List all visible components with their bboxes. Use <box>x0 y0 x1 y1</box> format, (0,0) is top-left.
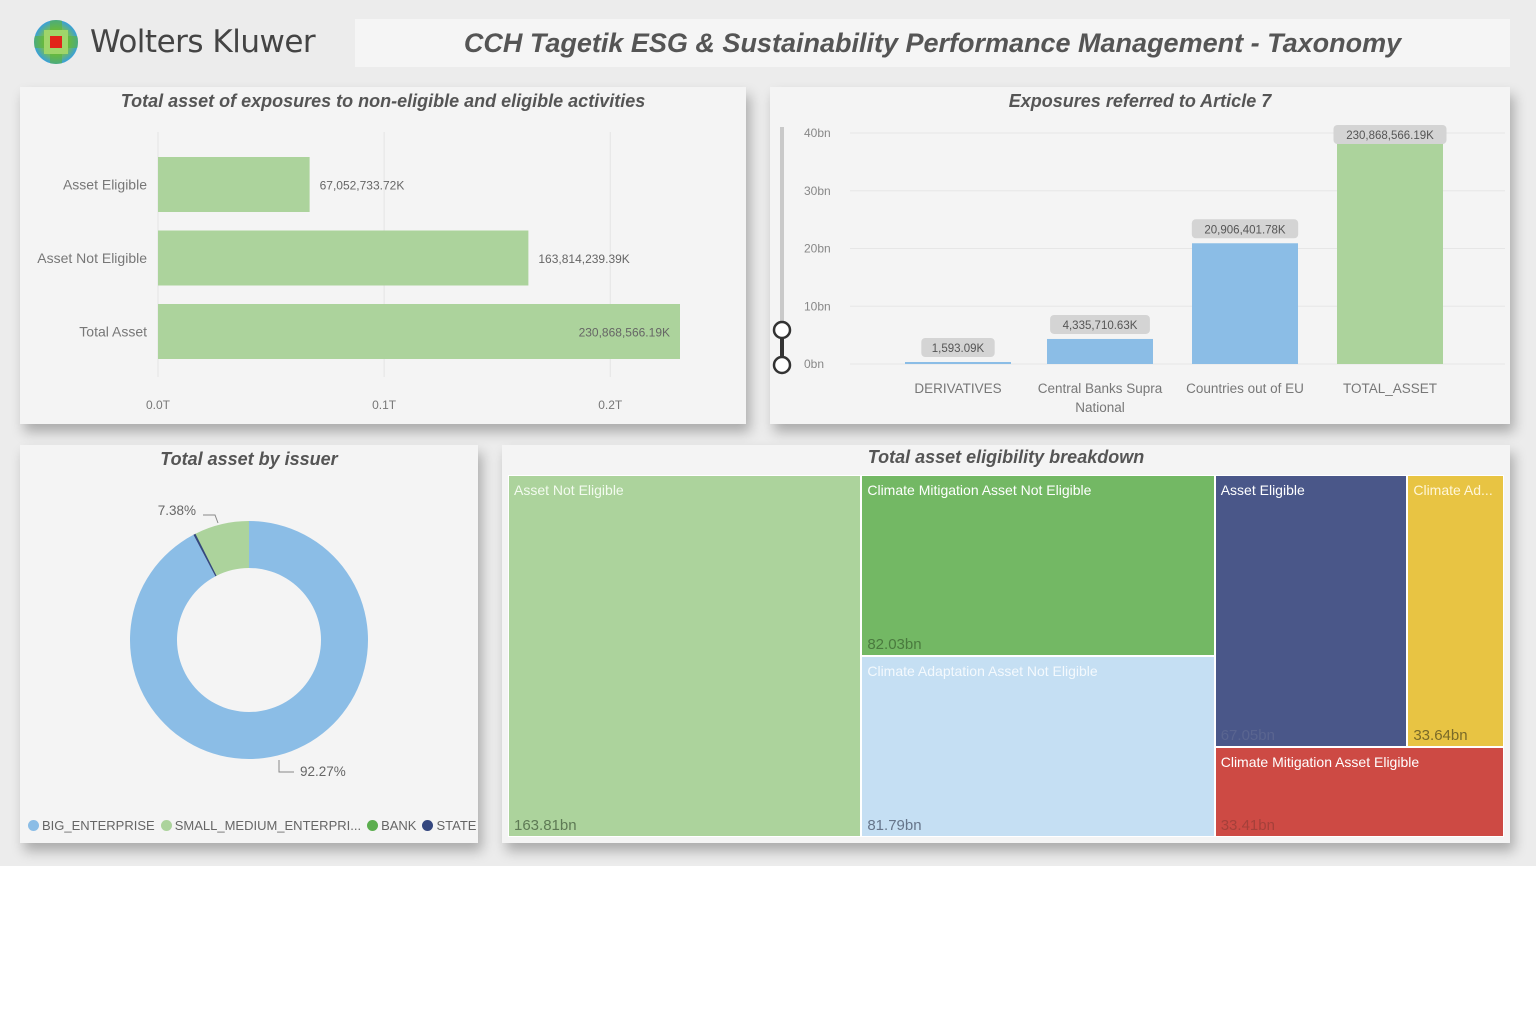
slice-label: 7.38% <box>158 503 196 518</box>
treemap-tile-value: 82.03bn <box>867 636 922 654</box>
legend-item[interactable]: BANK <box>367 818 416 833</box>
data-label-background <box>1050 314 1150 334</box>
treemap-tile[interactable]: Climate Mitigation Asset Not Eligible 82.… <box>861 475 1215 657</box>
legend-swatch-icon <box>422 820 434 831</box>
article7-column-chart-card[interactable]: Exposures referred to Article 7 0bn 10bn 2… <box>770 87 1510 424</box>
data-label-background <box>1333 125 1447 144</box>
category-label: Asset Eligible <box>63 177 147 193</box>
chart-title: Total asset of exposures to non-eligible… <box>120 91 646 111</box>
donut-legend: BIG_ENTERPRISE SMALL_MEDIUM_ENTERPRI... BA… <box>28 818 476 833</box>
zoom-slider-upper-handle[interactable] <box>772 320 792 340</box>
zoom-slider-lower-handle[interactable] <box>772 355 792 375</box>
legend-label: STATE <box>436 818 477 833</box>
y-tick-label: 0bn <box>804 357 824 371</box>
data-label: 230,868,566.19K <box>579 326 670 340</box>
treemap-tile[interactable]: Asset Not Eligible 163.81bn <box>508 475 862 837</box>
donut-slice-small-medium-enterprise[interactable] <box>195 521 249 576</box>
chart-title: Total asset eligibility breakdown <box>867 447 1145 467</box>
issuer-donut-card[interactable]: Total asset by issuer 7.38% 92.27% BIG_EN… <box>20 445 478 843</box>
category-label: TOTAL_ASSET <box>1343 381 1437 396</box>
treemap-tile-label: Climate Mitigation Asset Not Eligible <box>867 482 1092 498</box>
y-tick-label: 30bn <box>804 184 831 198</box>
treemap-tile-value: 67.05bn <box>1220 726 1275 744</box>
y-tick-label: 40bn <box>804 126 831 140</box>
treemap-tile-value: 33.41bn <box>1220 816 1275 834</box>
data-label: 4,335,710.63K <box>1063 320 1138 332</box>
dashboard-title: CCH Tagetik ESG & Sustainability Perform… <box>463 27 1402 58</box>
treemap-tile-value: 33.64bn <box>1413 726 1468 744</box>
dashboard-title-bar: CCH Tagetik ESG & Sustainability Perform… <box>355 19 1510 67</box>
x-tick-label: 0.2T <box>598 398 623 412</box>
data-label: 20,906,401.78K <box>1204 224 1286 236</box>
treemap-tile-label: Climate Mitigation Asset Eligible <box>1220 753 1420 770</box>
category-label: Asset Not Eligible <box>37 250 147 266</box>
data-label: 230,868,566.19K <box>1346 130 1434 142</box>
brand-logo: Wolters Kluwer <box>34 20 316 64</box>
category-label: Total Asset <box>79 324 147 340</box>
column-bar[interactable] <box>1337 138 1443 364</box>
article7-column-chart: 0bn 10bn 20bn 30bn 40bn 1,593.09K DERIVATIVES 4… <box>772 125 1505 415</box>
chart-title: Total asset by issuer <box>160 449 338 469</box>
category-label: Central Banks Supra <box>1038 381 1163 396</box>
eligibility-treemap-card[interactable]: Total asset eligibility breakdown Asset … <box>502 445 1510 843</box>
category-label: Countries out of EU <box>1186 381 1304 396</box>
data-label-background <box>921 338 995 357</box>
donut-slice-state[interactable] <box>193 533 217 577</box>
legend-swatch-icon <box>160 820 172 831</box>
slice-label: 92.27% <box>300 764 346 779</box>
eligibility-treemap: Asset Not Eligible 163.81bn Climate Mitiga… <box>508 475 1504 837</box>
bar[interactable] <box>158 304 680 359</box>
treemap-tile-label: Climate Ad... <box>1413 482 1493 498</box>
treemap-tile[interactable]: Climate Ad... 33.64bn <box>1407 475 1504 747</box>
legend-swatch-icon <box>367 820 379 831</box>
legend-label: SMALL_MEDIUM_ENTERPRI... <box>174 818 362 833</box>
y-tick-label: 20bn <box>804 242 831 256</box>
treemap-tile[interactable]: Asset Eligible 67.05bn <box>1214 475 1408 747</box>
legend-label: BANK <box>381 818 417 833</box>
data-label: 1,593.09K <box>932 343 985 355</box>
legend-swatch-icon <box>28 820 39 831</box>
y-tick-label: 10bn <box>804 299 831 313</box>
legend-label: BIG_ENTERPRISE <box>42 818 155 833</box>
data-label-background <box>1191 219 1299 239</box>
data-label: 163,814,239.39K <box>538 252 629 266</box>
eligibility-bar-chart-card[interactable]: Total asset of exposures to non-eligible… <box>20 87 746 424</box>
donut-slice-bank[interactable] <box>195 533 217 576</box>
treemap-tile[interactable]: Climate Mitigation Asset Eligible 33.41bn <box>1214 746 1504 837</box>
legend-item[interactable]: SMALL_MEDIUM_ENTERPRI... <box>160 818 362 833</box>
category-label: National <box>1075 400 1125 415</box>
category-label: DERIVATIVES <box>914 381 1001 396</box>
bar[interactable] <box>158 157 310 212</box>
leader-line <box>203 514 219 524</box>
brand-name: Wolters Kluwer <box>90 24 316 60</box>
legend-item[interactable]: STATE <box>422 818 476 833</box>
column-bar[interactable] <box>1192 243 1298 364</box>
chart-title: Exposures referred to Article 7 <box>1008 91 1272 111</box>
x-tick-label: 0.0T <box>146 398 171 412</box>
treemap-tile-label: Asset Eligible <box>1220 482 1305 498</box>
bar[interactable] <box>158 230 529 286</box>
leader-line <box>278 760 294 773</box>
treemap-tile[interactable]: Climate Adaptation Asset Not Eligible 81.… <box>861 656 1215 837</box>
wolters-kluwer-logo-icon <box>34 20 78 64</box>
legend-item[interactable]: BIG_ENTERPRISE <box>28 818 155 833</box>
data-label: 67,052,733.72K <box>320 179 405 193</box>
treemap-tile-label: Climate Adaptation Asset Not Eligible <box>867 663 1098 680</box>
issuer-donut-chart: 7.38% 92.27% <box>130 503 368 779</box>
treemap-tile-value: 163.81bn <box>514 817 577 834</box>
x-tick-label: 0.1T <box>372 398 397 412</box>
eligibility-bar-chart: 0.0T 0.1T 0.2T Asset Eligible 67,052,733.72K… <box>37 132 680 412</box>
donut-slice-big-enterprise[interactable] <box>130 521 368 759</box>
column-bar[interactable] <box>905 362 1011 364</box>
treemap-tile-label: Asset Not Eligible <box>514 482 624 498</box>
treemap-tile-value: 81.79bn <box>867 816 922 834</box>
column-bar[interactable] <box>1047 338 1153 364</box>
